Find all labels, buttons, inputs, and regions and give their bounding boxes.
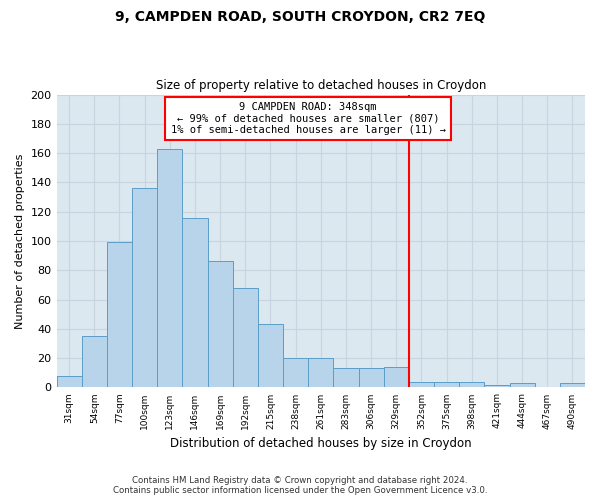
Text: Contains HM Land Registry data © Crown copyright and database right 2024.
Contai: Contains HM Land Registry data © Crown c… <box>113 476 487 495</box>
Bar <box>484 384 509 388</box>
Bar <box>383 367 409 388</box>
X-axis label: Distribution of detached houses by size in Croydon: Distribution of detached houses by size … <box>170 437 472 450</box>
Text: 9, CAMPDEN ROAD, SOUTH CROYDON, CR2 7EQ: 9, CAMPDEN ROAD, SOUTH CROYDON, CR2 7EQ <box>115 10 485 24</box>
Bar <box>409 382 434 388</box>
Bar <box>157 148 182 388</box>
Bar <box>459 382 484 388</box>
Bar <box>560 383 585 388</box>
Bar <box>208 262 233 388</box>
Bar <box>308 358 334 388</box>
Bar <box>334 368 359 388</box>
Bar <box>434 382 459 388</box>
Title: Size of property relative to detached houses in Croydon: Size of property relative to detached ho… <box>155 79 486 92</box>
Bar <box>283 358 308 388</box>
Bar <box>182 218 208 388</box>
Bar <box>233 288 258 388</box>
Text: 9 CAMPDEN ROAD: 348sqm
← 99% of detached houses are smaller (807)
1% of semi-det: 9 CAMPDEN ROAD: 348sqm ← 99% of detached… <box>170 102 446 135</box>
Bar <box>82 336 107 388</box>
Bar <box>107 242 132 388</box>
Bar <box>132 188 157 388</box>
Bar <box>56 376 82 388</box>
Y-axis label: Number of detached properties: Number of detached properties <box>15 154 25 328</box>
Bar <box>258 324 283 388</box>
Bar <box>509 383 535 388</box>
Bar <box>359 368 383 388</box>
